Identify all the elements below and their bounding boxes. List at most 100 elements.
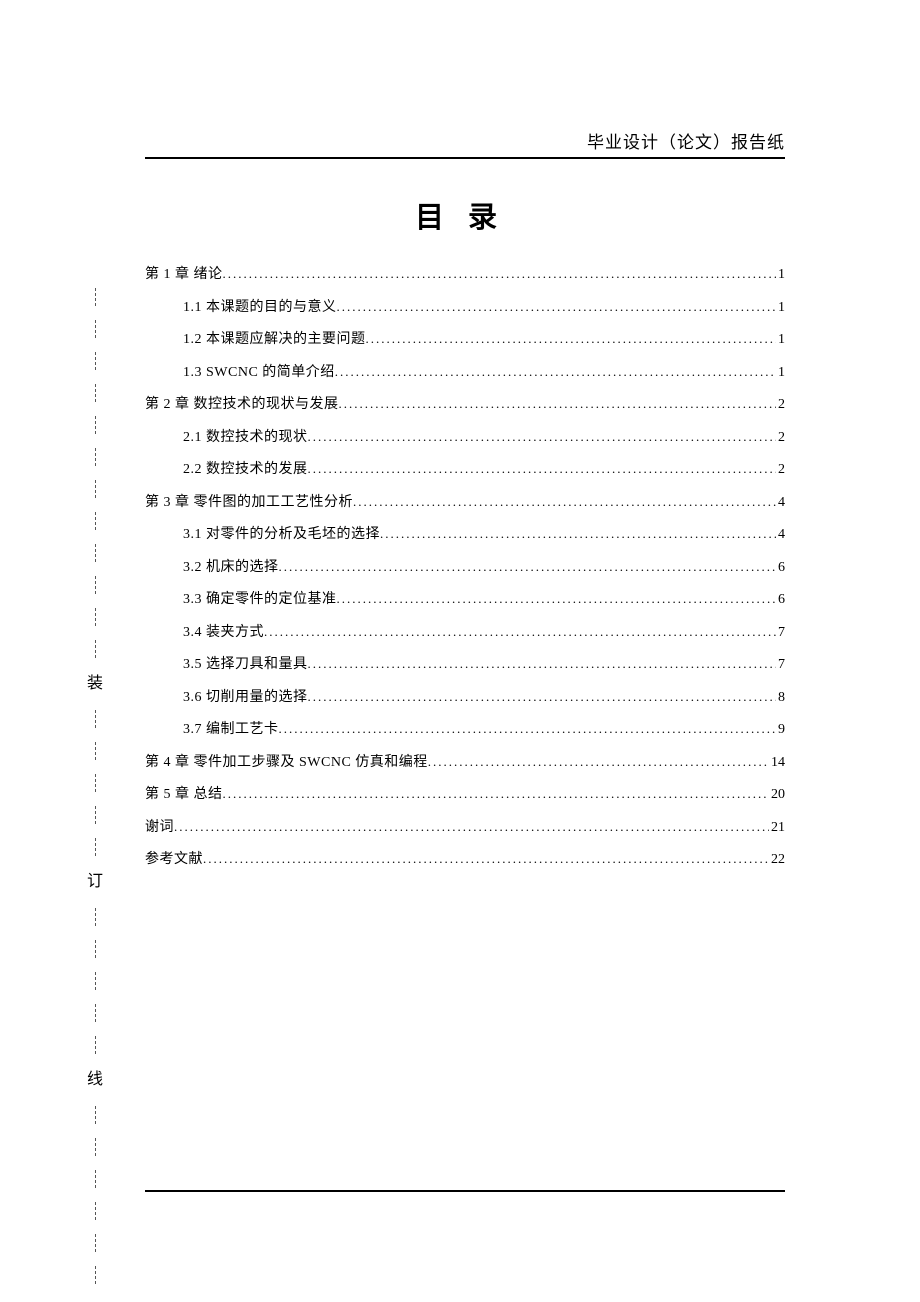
binding-dash [95, 320, 96, 338]
toc-entry-page: 22 [769, 844, 785, 876]
binding-dash [95, 1036, 96, 1054]
binding-dash [95, 742, 96, 760]
toc-entry-leader-dots [335, 356, 776, 388]
toc-entry-leader-dots [366, 323, 777, 355]
toc-entry-leader-dots [308, 648, 777, 680]
binding-dash [95, 972, 96, 990]
toc-entry: 第 1 章 绪论1 [145, 258, 785, 291]
binding-dash [95, 448, 96, 466]
binding-dash [95, 576, 96, 594]
binding-dash [95, 480, 96, 498]
toc-title: 目 录 [0, 194, 920, 236]
toc-entry-label: 3.4 装夹方式 [183, 617, 264, 649]
toc-entry-page: 20 [769, 779, 785, 811]
binding-dash [95, 1234, 96, 1252]
toc-entry: 3.1 对零件的分析及毛坯的选择 4 [145, 518, 785, 551]
toc-entry-label: 2.2 数控技术的发展 [183, 454, 308, 486]
toc-entry-leader-dots [203, 843, 769, 875]
toc-entry-leader-dots [428, 746, 769, 778]
toc-entry-label: 3.1 对零件的分析及毛坯的选择 [183, 519, 380, 551]
toc-entry-page: 4 [776, 519, 785, 551]
toc-entry: 1.3 SWCNC 的简单介绍1 [145, 356, 785, 389]
toc-entry-page: 7 [776, 649, 785, 681]
binding-dash-group [95, 900, 96, 1062]
binding-dash [95, 710, 96, 728]
toc-entry-label: 第 3 章 零件图的加工工艺性分析 [145, 487, 353, 519]
toc-entry-leader-dots [223, 778, 770, 810]
toc-entry-label: 2.1 数控技术的现状 [183, 422, 308, 454]
toc-entry: 3.4 装夹方式 7 [145, 616, 785, 649]
toc-entry-page: 21 [769, 812, 785, 844]
toc-entry: 第 3 章 零件图的加工工艺性分析 4 [145, 486, 785, 519]
toc-entry-label: 3.7 编制工艺卡 [183, 714, 279, 746]
binding-char-3: 线 [87, 1062, 103, 1098]
toc-entry-leader-dots [337, 583, 777, 615]
toc-entry: 3.5 选择刀具和量具 7 [145, 648, 785, 681]
binding-dash [95, 1004, 96, 1022]
binding-dash-group [95, 702, 96, 864]
binding-dash-group [95, 280, 96, 666]
toc-entry-page: 7 [776, 617, 785, 649]
binding-dash [95, 838, 96, 856]
binding-dash [95, 774, 96, 792]
toc-entry-leader-dots [264, 616, 776, 648]
toc-entry-leader-dots [279, 551, 777, 583]
header-rule [145, 157, 785, 159]
toc-entry-leader-dots [308, 453, 777, 485]
toc-entry-label: 3.2 机床的选择 [183, 552, 279, 584]
binding-dash [95, 1106, 96, 1124]
table-of-contents: 第 1 章 绪论11.1 本课题的目的与意义11.2 本课题应解决的主要问题11… [145, 258, 785, 876]
toc-entry-leader-dots [279, 713, 777, 745]
footer-rule [145, 1190, 785, 1192]
toc-entry-leader-dots [174, 811, 769, 843]
toc-entry: 3.6 切削用量的选择8 [145, 681, 785, 714]
toc-entry: 第 5 章 总结 20 [145, 778, 785, 811]
binding-dash [95, 940, 96, 958]
toc-entry-leader-dots [308, 421, 777, 453]
binding-dash [95, 512, 96, 530]
toc-entry-label: 第 1 章 绪论 [145, 259, 223, 291]
toc-entry-page: 1 [776, 357, 785, 389]
binding-dash [95, 1202, 96, 1220]
toc-entry-leader-dots [380, 518, 776, 550]
toc-entry-label: 谢词 [145, 812, 174, 844]
toc-entry-page: 6 [776, 584, 785, 616]
toc-entry-leader-dots [308, 681, 777, 713]
binding-dash [95, 1170, 96, 1188]
toc-entry: 3.3 确定零件的定位基准6 [145, 583, 785, 616]
binding-dash [95, 806, 96, 824]
toc-entry-page: 9 [776, 714, 785, 746]
toc-entry-label: 参考文献 [145, 844, 203, 876]
toc-entry: 3.2 机床的选择6 [145, 551, 785, 584]
toc-entry-page: 14 [769, 747, 785, 779]
toc-entry-label: 1.2 本课题应解决的主要问题 [183, 324, 366, 356]
toc-entry-label: 3.5 选择刀具和量具 [183, 649, 308, 681]
binding-dash [95, 640, 96, 658]
toc-entry-label: 1.1 本课题的目的与意义 [183, 292, 337, 324]
toc-entry-label: 第 5 章 总结 [145, 779, 223, 811]
binding-margin: 装 订 线 [85, 280, 105, 1292]
binding-char-1: 装 [87, 666, 103, 702]
binding-dash [95, 352, 96, 370]
toc-entry-label: 第 2 章 数控技术的现状与发展 [145, 389, 339, 421]
toc-entry: 3.7 编制工艺卡 9 [145, 713, 785, 746]
toc-entry: 第 2 章 数控技术的现状与发展2 [145, 388, 785, 421]
toc-entry: 第 4 章 零件加工步骤及 SWCNC 仿真和编程14 [145, 746, 785, 779]
toc-entry: 2.2 数控技术的发展2 [145, 453, 785, 486]
toc-entry-leader-dots [337, 291, 777, 323]
toc-entry-page: 4 [776, 487, 785, 519]
binding-dash [95, 544, 96, 562]
binding-dash [95, 1266, 96, 1284]
page-header-text: 毕业设计（论文）报告纸 [587, 128, 785, 153]
toc-entry-leader-dots [339, 388, 777, 420]
toc-entry: 1.1 本课题的目的与意义1 [145, 291, 785, 324]
toc-entry-leader-dots [223, 258, 777, 290]
binding-dash-group [95, 1098, 96, 1292]
binding-dash [95, 288, 96, 306]
binding-char-2: 订 [87, 864, 103, 900]
binding-dash [95, 608, 96, 626]
toc-entry-page: 2 [776, 422, 785, 454]
binding-dash [95, 384, 96, 402]
toc-entry: 1.2 本课题应解决的主要问题1 [145, 323, 785, 356]
toc-entry: 谢词 21 [145, 811, 785, 844]
